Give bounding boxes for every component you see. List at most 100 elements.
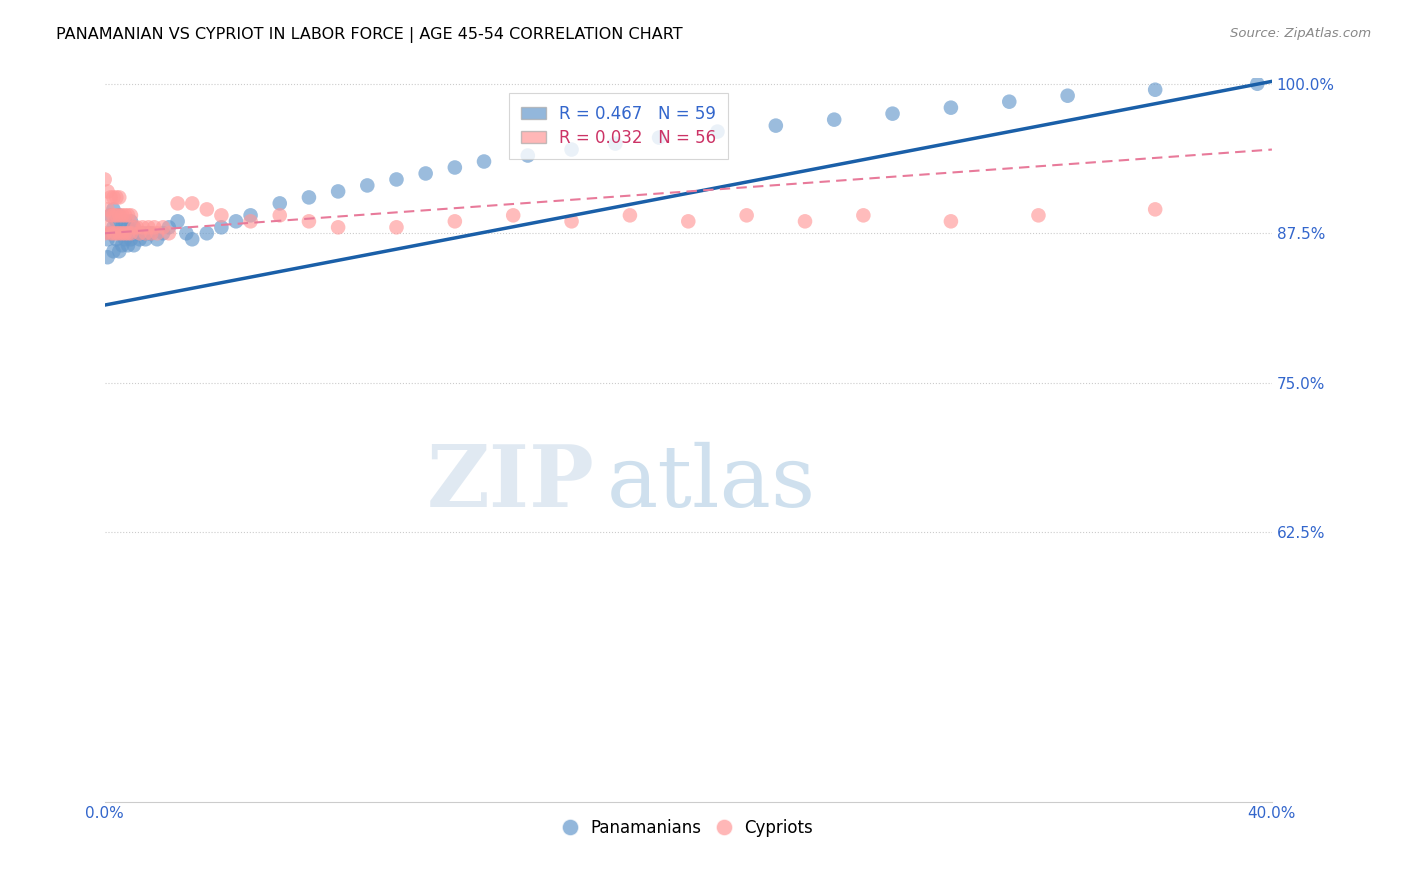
Point [108,208,131,222]
Point [209,220,232,235]
Point [939,214,962,228]
Point [195,227,218,241]
Point [105,190,128,204]
Point [415,166,437,180]
Point [103,202,125,217]
Point [114,227,136,241]
Point [125,227,148,241]
Point [269,208,291,222]
Point [998,95,1021,109]
Point [114,214,136,228]
Point [605,136,627,151]
Point [239,214,262,228]
Point [128,232,150,246]
Point [939,101,962,115]
Point [120,232,142,246]
Point [135,227,157,241]
Point [648,130,671,145]
Point [114,232,136,246]
Point [209,208,232,222]
Point [105,232,128,246]
Point [103,244,125,259]
Point [1144,83,1167,97]
Point [97,232,120,246]
Point [269,196,291,211]
Point [108,227,131,241]
Point [1028,208,1050,222]
Point [141,227,163,241]
Point [326,220,349,235]
Text: atlas: atlas [606,442,815,524]
Point [111,208,134,222]
Point [181,196,204,211]
Point [122,238,145,252]
Point [125,220,148,235]
Point [100,208,122,222]
Point [157,220,180,235]
Point [135,232,157,246]
Point [706,125,728,139]
Point [444,214,467,228]
Point [131,220,153,235]
Point [100,227,122,241]
Point [561,143,583,157]
Text: PANAMANIAN VS CYPRIOT IN LABOR FORCE | AGE 45-54 CORRELATION CHART: PANAMANIAN VS CYPRIOT IN LABOR FORCE | A… [56,27,683,43]
Point [298,190,321,204]
Point [502,208,524,222]
Point [1246,77,1268,91]
Point [765,119,787,133]
Point [120,227,142,241]
Point [181,232,204,246]
Point [385,220,408,235]
Point [619,208,641,222]
Point [108,190,131,204]
Point [122,220,145,235]
Point [117,238,139,252]
Point [239,208,262,222]
Point [444,161,467,175]
Point [103,190,125,204]
Point [1056,88,1078,103]
Legend: Panamanians, Cypriots: Panamanians, Cypriots [557,813,820,844]
Text: ZIP: ZIP [427,442,595,525]
Point [105,208,128,222]
Point [326,185,349,199]
Point [225,214,247,228]
Point [1144,202,1167,217]
Point [385,172,408,186]
Point [103,227,125,241]
Point [117,227,139,241]
Point [176,227,198,241]
Point [97,220,120,235]
Point [561,214,583,228]
Point [298,214,321,228]
Point [195,202,218,217]
Point [131,227,153,241]
Point [882,106,904,120]
Point [93,172,115,186]
Point [108,208,131,222]
Point [356,178,378,193]
Point [114,208,136,222]
Point [122,220,145,235]
Point [97,202,120,217]
Point [138,227,160,241]
Point [100,227,122,241]
Point [111,220,134,235]
Point [108,244,131,259]
Point [852,208,875,222]
Point [103,220,125,235]
Text: Source: ZipAtlas.com: Source: ZipAtlas.com [1230,27,1371,40]
Point [152,220,174,235]
Point [117,220,139,235]
Point [97,250,120,264]
Point [111,238,134,252]
Point [143,220,166,235]
Point [166,214,188,228]
Point [823,112,845,127]
Point [111,227,134,241]
Point [152,227,174,241]
Point [120,208,142,222]
Point [103,208,125,222]
Point [100,208,122,222]
